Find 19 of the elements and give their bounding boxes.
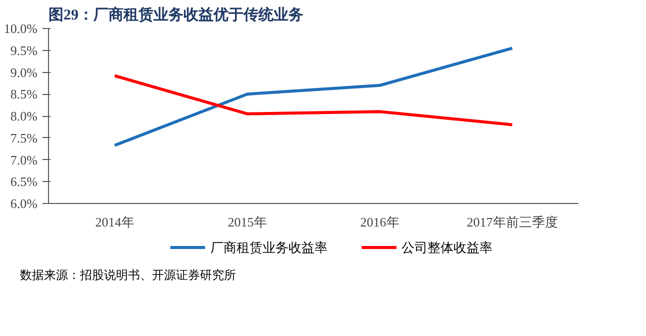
y-tick-label: 6.5%	[10, 174, 38, 190]
y-tick-label: 8.5%	[10, 86, 38, 102]
line-series	[113, 46, 514, 147]
x-tick-label: 2014年	[95, 214, 134, 230]
source-note: 数据来源：招股说明书、开源证券研究所	[20, 267, 236, 284]
x-tick-label: 2016年	[360, 214, 400, 230]
line-series	[113, 74, 514, 126]
x-tick-label: 2017年前三季度	[466, 214, 558, 230]
x-tick-label: 2015年	[228, 214, 267, 230]
y-tick-label: 9.0%	[10, 64, 38, 80]
y-tick-label: 9.5%	[10, 42, 38, 58]
y-tick-label: 7.5%	[10, 130, 38, 146]
y-tick-label: 7.0%	[10, 152, 38, 168]
y-tick-label: 8.0%	[10, 108, 38, 124]
y-tick-label: 6.0%	[10, 196, 38, 211]
legend-label: 厂商租赁业务收益率	[210, 240, 328, 255]
y-tick-label: 10.0%	[4, 21, 38, 36]
legend-label: 公司整体收益率	[402, 240, 493, 255]
chart-title: 图29：厂商租赁业务收益优于传统业务	[48, 6, 304, 24]
